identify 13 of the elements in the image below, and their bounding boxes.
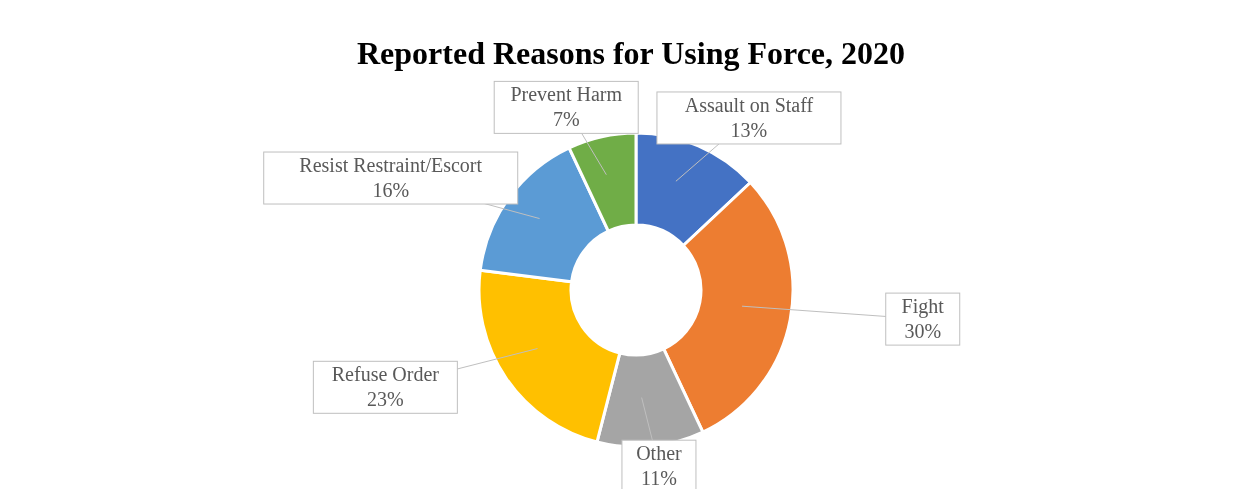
chart-title: Reported Reasons for Using Force, 2020 bbox=[356, 35, 906, 71]
slice-label: Resist Restraint/Escort bbox=[299, 154, 483, 177]
data-label: 30% bbox=[904, 320, 942, 343]
data-label: 16% bbox=[372, 179, 410, 202]
data-label: 7% bbox=[552, 108, 580, 131]
slice-label: Refuse Order bbox=[331, 363, 440, 386]
slice-label: Other bbox=[636, 442, 683, 465]
slice-label: Prevent Harm bbox=[510, 83, 623, 106]
data-label: 13% bbox=[730, 118, 768, 141]
slice-label: Fight bbox=[901, 295, 945, 319]
data-label: 23% bbox=[367, 388, 404, 411]
data-label: 11% bbox=[640, 467, 677, 490]
slice-label: Assault on Staff bbox=[684, 93, 814, 116]
